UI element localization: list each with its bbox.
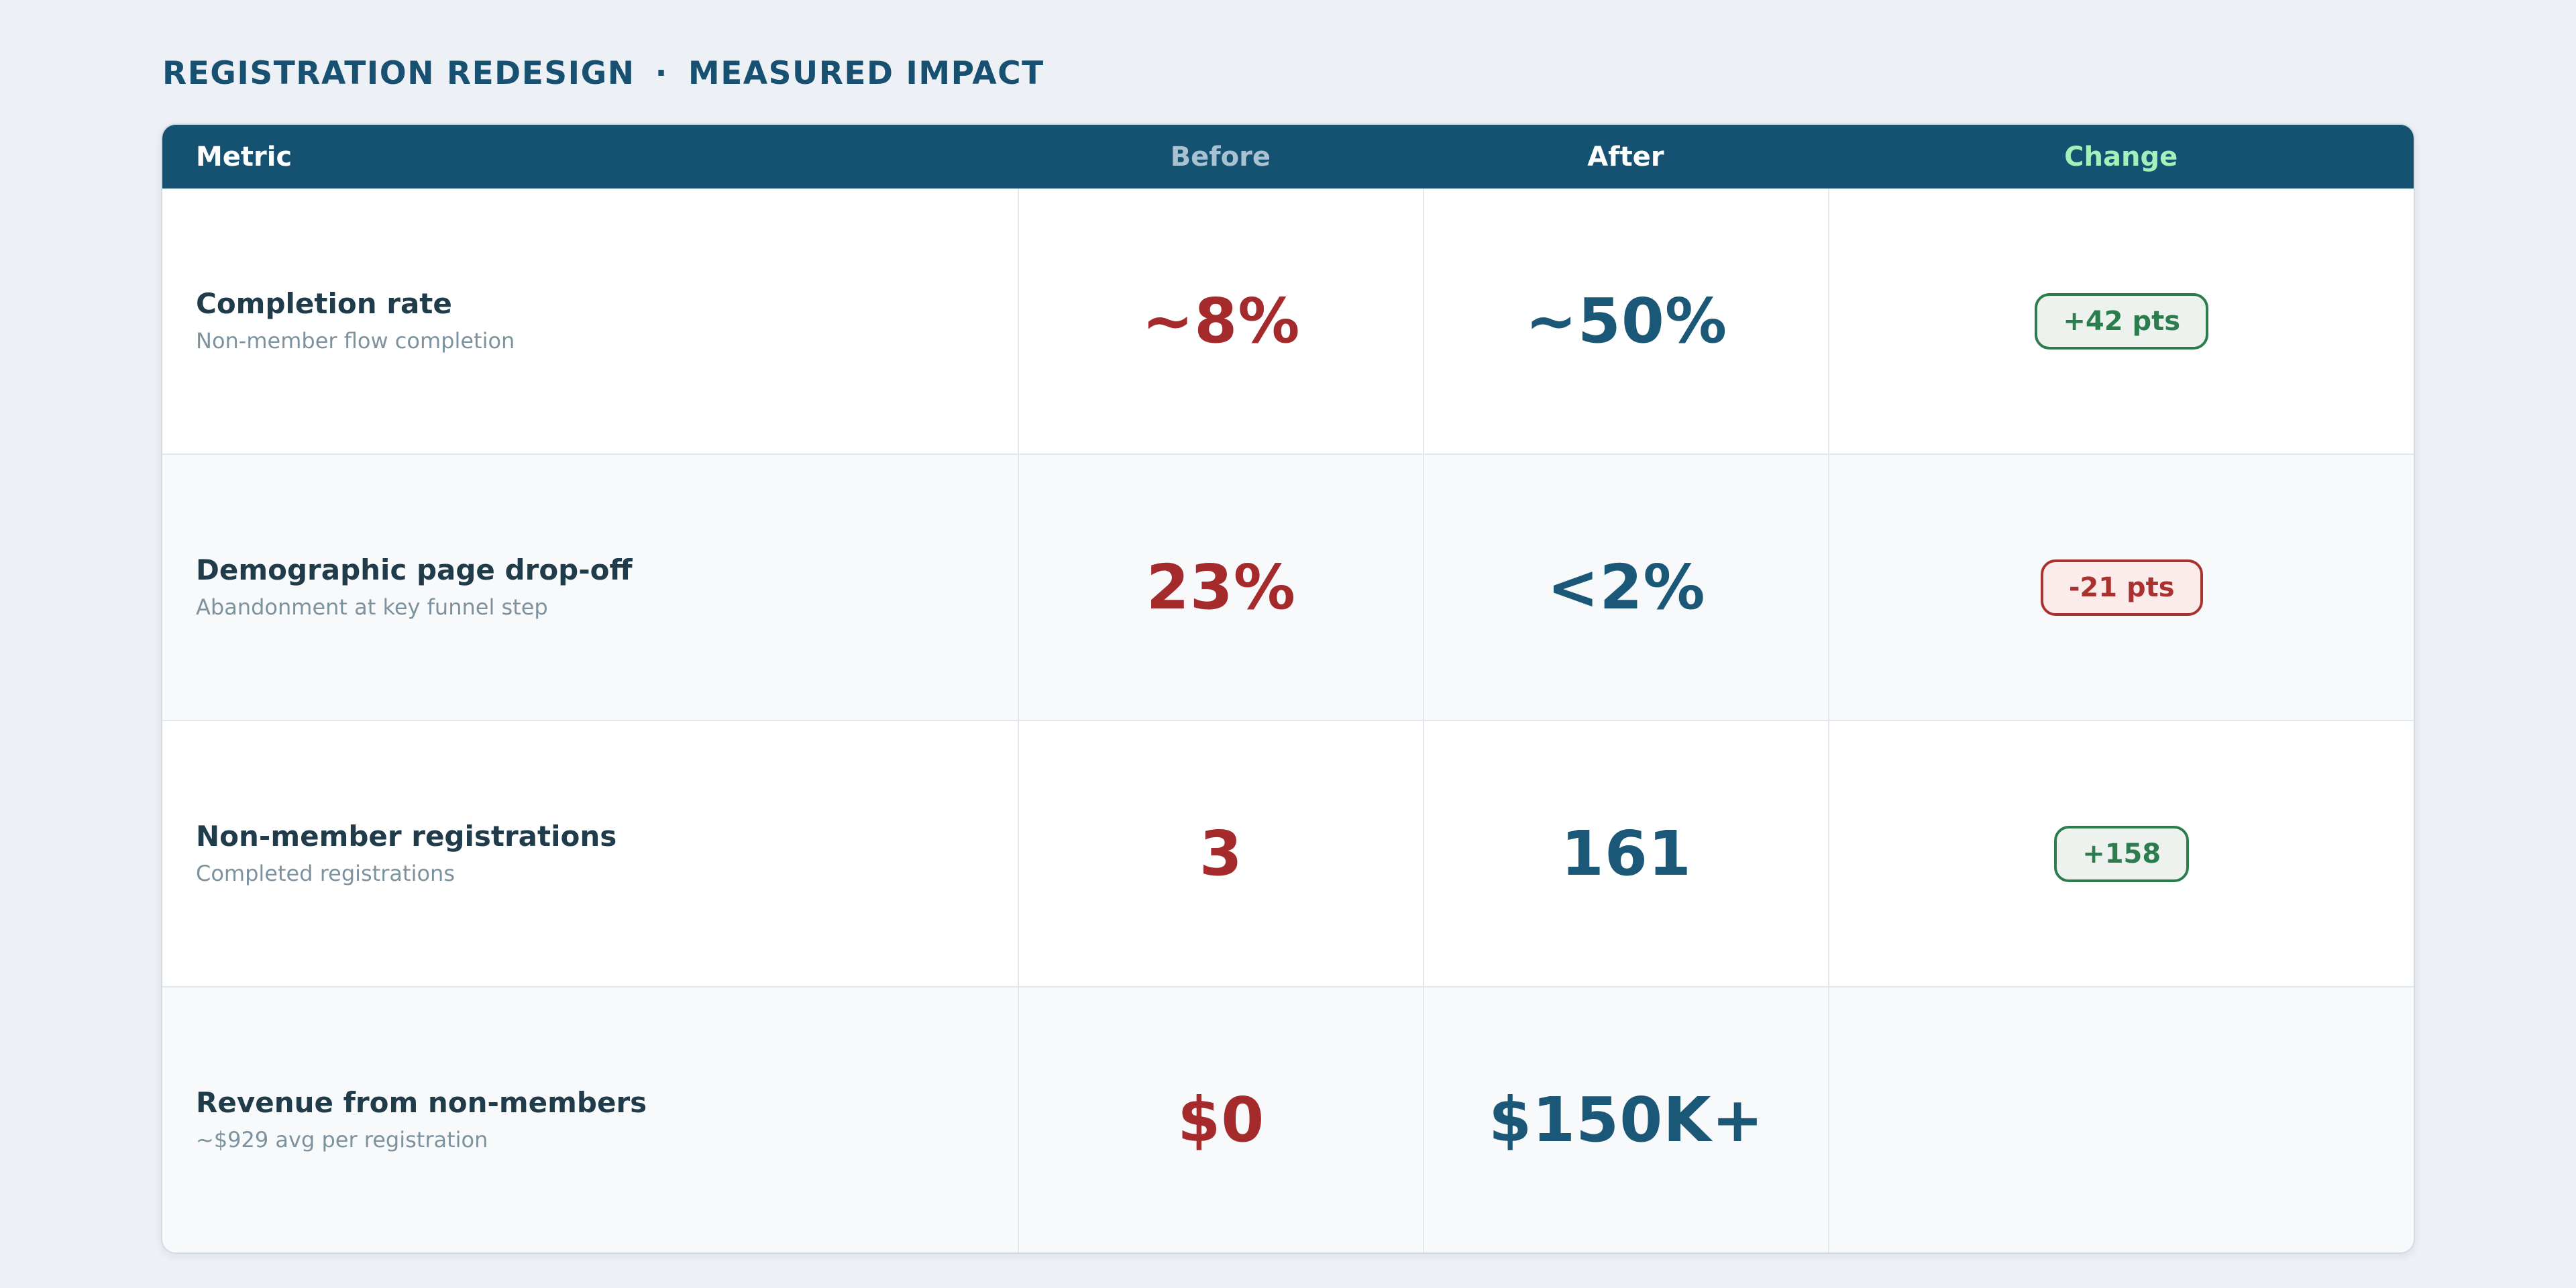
- after-value: 161: [1560, 818, 1692, 890]
- before-cell: 23%: [1018, 455, 1423, 720]
- before-value: $0: [1177, 1084, 1265, 1156]
- before-cell: 3: [1018, 721, 1423, 986]
- after-cell: ~50%: [1423, 189, 1828, 453]
- change-cell: -21 pts: [1828, 455, 2414, 720]
- metric-cell: Revenue from non-members ~$929 avg per r…: [162, 987, 1018, 1252]
- table-row-revenue-nonmembers: Revenue from non-members ~$929 avg per r…: [162, 986, 2414, 1252]
- before-value: ~8%: [1142, 285, 1301, 357]
- impact-table: Metric Before After Change Completion ra…: [161, 123, 2415, 1254]
- metric-name: Demographic page drop-off: [196, 553, 633, 587]
- table-row-nonmember-registrations: Non-member registrations Completed regis…: [162, 720, 2414, 986]
- page-title: REGISTRATION REDESIGN · MEASURED IMPACT: [162, 55, 1044, 92]
- column-header-before: Before: [1170, 141, 1271, 172]
- table-row-completion-rate: Completion rate Non-member flow completi…: [162, 189, 2414, 453]
- before-value: 23%: [1146, 551, 1296, 623]
- after-value: $150K+: [1489, 1084, 1764, 1156]
- metric-description: Abandonment at key funnel step: [196, 594, 548, 621]
- change-badge: +158: [2054, 825, 2190, 882]
- change-badge: +42 pts: [2035, 292, 2209, 350]
- title-right: MEASURED IMPACT: [688, 55, 1044, 92]
- metric-name: Revenue from non-members: [196, 1086, 647, 1120]
- after-cell: 161: [1423, 721, 1828, 986]
- metric-name: Completion rate: [196, 287, 452, 321]
- column-header-metric: Metric: [196, 141, 292, 172]
- after-value: ~50%: [1525, 285, 1728, 357]
- metric-description: Completed registrations: [196, 861, 455, 887]
- table-header-row: Metric Before After Change: [162, 125, 2414, 189]
- title-left: REGISTRATION REDESIGN: [162, 55, 635, 92]
- before-cell: ~8%: [1018, 189, 1423, 453]
- table-row-demographic-dropoff: Demographic page drop-off Abandonment at…: [162, 453, 2414, 720]
- metric-description: Non-member flow completion: [196, 328, 515, 354]
- change-cell: +158: [1828, 721, 2414, 986]
- metric-cell: Demographic page drop-off Abandonment at…: [162, 455, 1018, 720]
- metric-cell: Completion rate Non-member flow completi…: [162, 189, 1018, 453]
- after-value: <2%: [1547, 551, 1706, 623]
- column-header-change: Change: [2064, 141, 2178, 172]
- change-cell-empty: [1828, 987, 2414, 1252]
- column-header-after: After: [1587, 141, 1664, 172]
- change-cell: +42 pts: [1828, 189, 2414, 453]
- metric-name: Non-member registrations: [196, 820, 617, 853]
- after-cell: <2%: [1423, 455, 1828, 720]
- metric-cell: Non-member registrations Completed regis…: [162, 721, 1018, 986]
- before-value: 3: [1199, 818, 1243, 890]
- after-cell: $150K+: [1423, 987, 1828, 1252]
- metric-description: ~$929 avg per registration: [196, 1127, 488, 1153]
- before-cell: $0: [1018, 987, 1423, 1252]
- title-separator: ·: [655, 55, 668, 92]
- change-badge: -21 pts: [2040, 559, 2203, 616]
